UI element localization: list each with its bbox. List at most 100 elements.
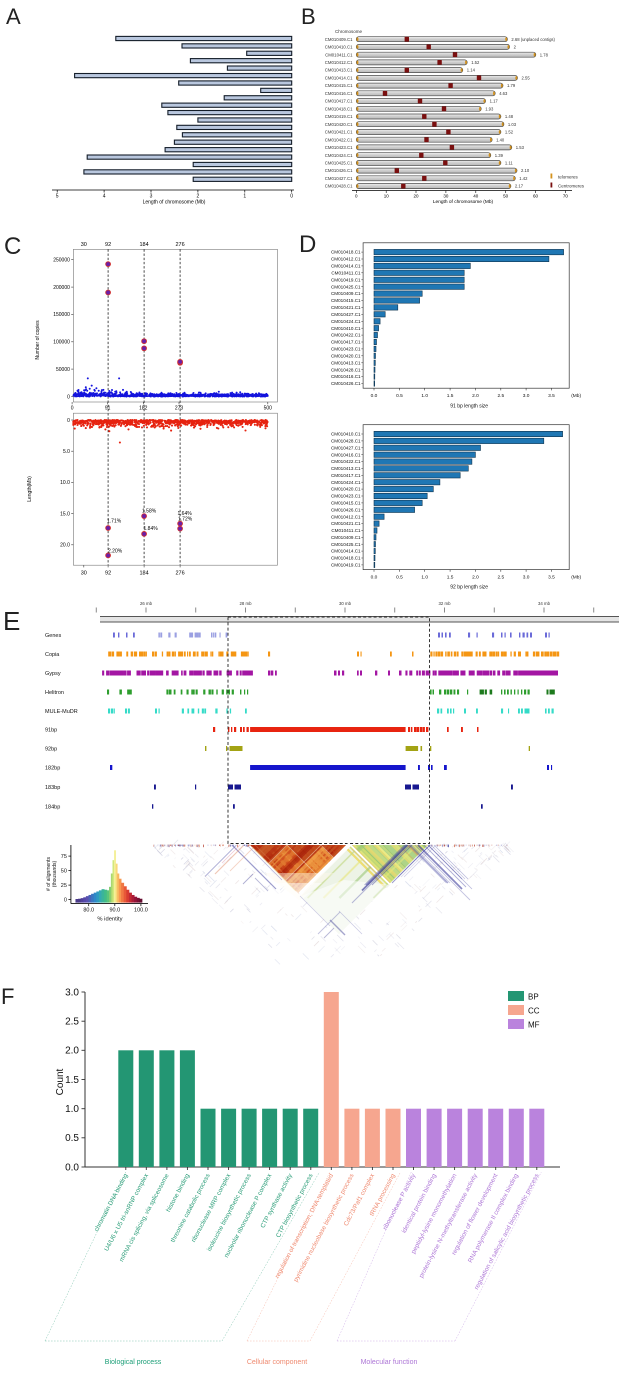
svg-text:10: 10 [384,194,390,199]
svg-text:92: 92 [105,242,111,248]
svg-text:CM010423.C1: CM010423.C1 [331,347,361,352]
svg-text:34 mb: 34 mb [538,601,551,606]
svg-text:0: 0 [64,898,67,904]
svg-text:2.20%: 2.20% [108,549,123,555]
svg-text:CM010414.C1: CM010414.C1 [331,264,361,269]
svg-text:1.17: 1.17 [490,99,499,104]
svg-text:Chromosome: Chromosome [335,29,363,34]
svg-text:(thousands): (thousands) [52,860,58,887]
svg-text:E: E [3,606,20,636]
svg-text:1.0: 1.0 [421,393,428,399]
svg-text:CM010415.C1: CM010415.C1 [331,298,361,303]
svg-text:Length of chromosome (Mb): Length of chromosome (Mb) [433,199,494,205]
svg-text:1.78: 1.78 [540,52,549,57]
svg-text:CM010412.C1: CM010412.C1 [325,60,353,65]
svg-text:% identity: % identity [97,917,122,923]
svg-text:1.71%: 1.71% [107,519,122,525]
svg-text:CM010410.C1: CM010410.C1 [325,45,353,50]
svg-text:1.0: 1.0 [65,1104,79,1115]
svg-text:500: 500 [264,406,273,412]
svg-text:CM010415.C1: CM010415.C1 [331,501,361,506]
svg-text:1.79: 1.79 [507,83,516,88]
svg-text:3.5: 3.5 [548,393,555,399]
svg-text:CM010417.C1: CM010417.C1 [331,473,361,478]
svg-text:2.0: 2.0 [472,393,479,399]
svg-text:CM010423.C1: CM010423.C1 [331,494,361,499]
svg-text:Biological process: Biological process [105,1359,162,1366]
svg-text:276: 276 [176,242,185,248]
svg-text:1.52: 1.52 [471,60,480,65]
svg-text:184: 184 [140,242,149,248]
svg-text:1.03: 1.03 [508,122,517,127]
svg-text:3: 3 [150,194,153,200]
svg-text:25: 25 [61,883,67,889]
svg-text:184bp: 184bp [45,805,60,811]
svg-text:4: 4 [103,194,106,200]
svg-text:CM010428.C1: CM010428.C1 [331,367,361,372]
svg-text:Genes: Genes [45,633,61,639]
svg-text:MULE-MuDR: MULE-MuDR [45,709,78,715]
svg-text:2.10: 2.10 [521,168,530,173]
svg-text:CM010420.C1: CM010420.C1 [325,122,353,127]
svg-text:CM010417.C1: CM010417.C1 [325,99,353,104]
svg-text:CM010425.C1: CM010425.C1 [331,542,361,547]
svg-text:CM010420.C1: CM010420.C1 [331,353,361,358]
svg-text:1.5: 1.5 [447,575,454,581]
svg-text:60: 60 [533,194,539,199]
svg-text:91bp: 91bp [45,728,57,734]
svg-text:1.11: 1.11 [505,161,514,166]
svg-text:CM010416.C1: CM010416.C1 [331,452,361,457]
svg-text:CM010419.C1: CM010419.C1 [331,277,361,282]
svg-text:0: 0 [355,194,358,199]
svg-text:CM010426.C1: CM010426.C1 [331,381,361,386]
svg-text:0.5: 0.5 [396,575,403,581]
svg-text:182bp: 182bp [45,766,60,772]
svg-text:273: 273 [175,406,184,412]
svg-text:0.0: 0.0 [65,1162,79,1173]
svg-text:C: C [4,233,21,260]
svg-text:50: 50 [61,869,67,875]
svg-text:4.63: 4.63 [499,91,508,96]
svg-text:CM010427.C1: CM010427.C1 [331,445,361,450]
svg-text:3.0: 3.0 [523,393,530,399]
svg-text:3.0: 3.0 [65,987,79,998]
svg-text:26 mb: 26 mb [140,601,153,606]
svg-text:CM010425.C1: CM010425.C1 [325,161,353,166]
svg-text:92: 92 [105,571,111,577]
svg-text:92bp: 92bp [45,747,57,753]
svg-text:5: 5 [56,194,59,200]
svg-text:Count: Count [55,1068,66,1095]
svg-text:1.58%: 1.58% [142,508,157,514]
svg-text:50: 50 [503,194,509,199]
svg-text:80.0: 80.0 [83,908,94,914]
svg-text:Copia: Copia [45,652,60,658]
svg-text:50000: 50000 [56,367,70,373]
svg-text:184: 184 [140,571,149,577]
svg-text:D: D [299,231,316,258]
svg-text:28 mb: 28 mb [240,601,253,606]
svg-text:2.55: 2.55 [522,76,531,81]
svg-text:2: 2 [514,45,517,50]
svg-text:BP: BP [528,993,539,1002]
svg-text:CM010411.C1: CM010411.C1 [331,528,361,533]
svg-text:200000: 200000 [53,285,70,291]
svg-text:CM010413.C1: CM010413.C1 [331,466,361,471]
svg-text:182: 182 [139,406,148,412]
svg-text:CM010421.C1: CM010421.C1 [331,521,361,526]
svg-text:Length(Mb): Length(Mb) [27,476,33,502]
svg-text:0.5: 0.5 [65,1133,79,1144]
svg-text:Length of chromosome (Mb): Length of chromosome (Mb) [143,200,206,206]
svg-text:75: 75 [61,854,67,860]
svg-text:A: A [6,4,21,29]
svg-text:CM010413.C1: CM010413.C1 [325,68,353,73]
svg-text:CM010411.C1: CM010411.C1 [331,270,361,275]
svg-text:CM010419.C1: CM010419.C1 [331,563,361,568]
svg-text:Molecular function: Molecular function [361,1359,418,1366]
svg-text:F: F [1,984,14,1009]
svg-text:CM010422.C1: CM010422.C1 [331,333,361,338]
svg-text:15.0: 15.0 [60,511,70,517]
svg-text:30: 30 [81,571,87,577]
svg-text:Centromeres: Centromeres [558,184,585,189]
svg-text:CM010428.C1: CM010428.C1 [325,184,353,189]
svg-text:(Mb): (Mb) [571,393,581,399]
